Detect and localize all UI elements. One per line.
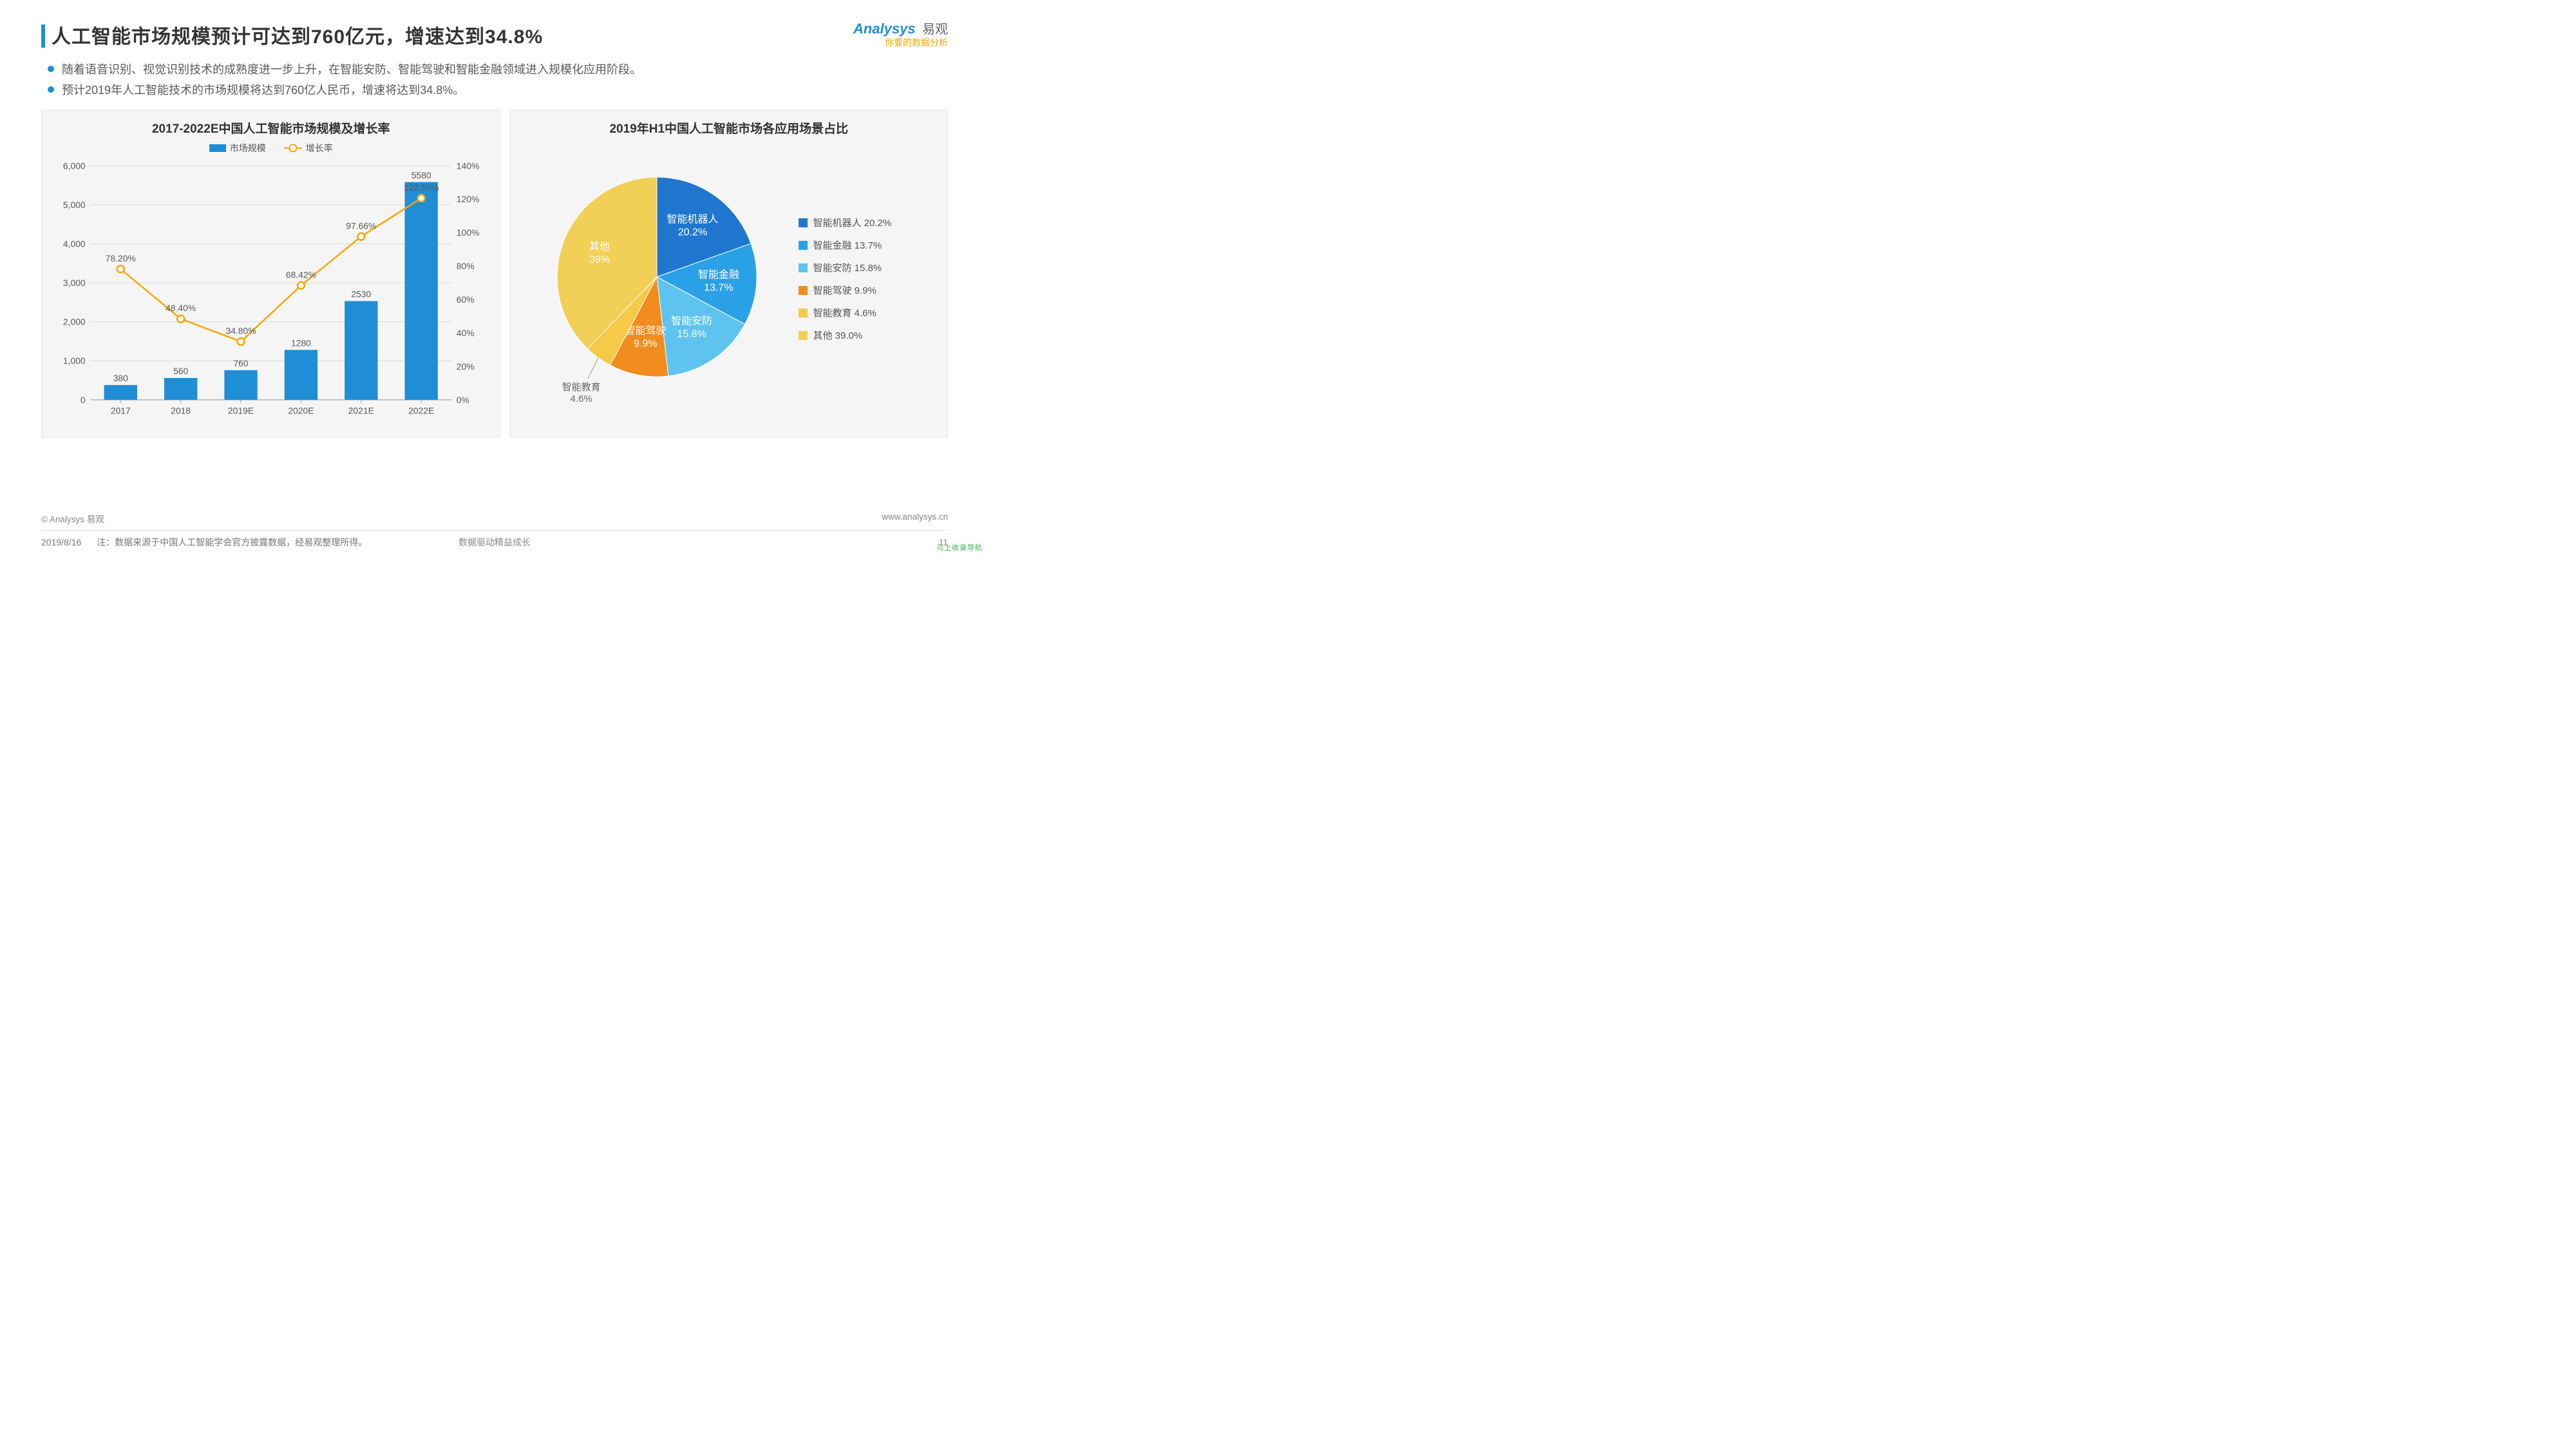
svg-text:智能机器人: 智能机器人 (667, 214, 719, 225)
pie-chart-panel: 2019年H1中国人工智能市场各应用场景占比 智能机器人 20.2% 智能金融 13.… (509, 109, 948, 438)
bullet-dot-icon (48, 86, 54, 93)
svg-text:80%: 80% (457, 261, 475, 271)
svg-text:3,000: 3,000 (63, 278, 86, 288)
line-swatch-icon (284, 147, 302, 149)
bullet-text: 预计2019年人工智能技术的市场规模将达到760亿人民币，增速将达到34.8%。 (62, 81, 464, 98)
legend-label: 智能金融 13.7% (813, 238, 882, 252)
brand-logo: Analysys 易观 你要的数据分析 (853, 21, 948, 48)
svg-text:13.7%: 13.7% (705, 282, 734, 293)
svg-text:智能金融: 智能金融 (698, 269, 739, 280)
combo-legend: 市场规模 增长率 (48, 142, 493, 155)
pie-legend-item: 其他 39.0% (799, 328, 891, 342)
svg-text:2020E: 2020E (288, 406, 314, 416)
svg-text:78.20%: 78.20% (106, 253, 136, 263)
page-title: 人工智能市场规模预计可达到760亿元，增速达到34.8% (52, 21, 543, 49)
svg-text:34.80%: 34.80% (225, 326, 256, 336)
legend-bar-label: 市场规模 (230, 142, 266, 155)
legend-swatch-icon (799, 263, 808, 272)
legend-label: 智能教育 4.6% (813, 306, 876, 319)
combo-chart-panel: 2017-2022E中国人工智能市场规模及增长率 市场规模 增长率 0 1,000… (41, 109, 500, 438)
watermark: 马上收录导航 (936, 542, 983, 553)
pie-chart-svg: 智能机器人 20.2% 智能金融 13.7% 智能安防15.8% 智能驾驶 9.9% 其他 39… (528, 148, 786, 419)
svg-text:380: 380 (113, 373, 128, 383)
svg-text:20%: 20% (457, 361, 475, 372)
pie-chart-title: 2019年H1中国人工智能市场各应用场景占比 (516, 119, 941, 137)
svg-text:2022E: 2022E (408, 406, 434, 416)
svg-text:9.9%: 9.9% (634, 338, 657, 349)
title-marker (41, 24, 45, 48)
legend-swatch-icon (799, 331, 808, 340)
pie-legend-item: 智能驾驶 9.9% (799, 283, 891, 297)
footer-tagline: 数据驱动精益成长 (459, 536, 531, 549)
logo-cn: 易观 (922, 22, 948, 37)
svg-text:5580: 5580 (412, 170, 431, 180)
svg-text:5,000: 5,000 (63, 200, 86, 210)
svg-text:68.42%: 68.42% (286, 269, 316, 279)
bullet-dot-icon (48, 66, 54, 72)
legend-swatch-icon (799, 241, 808, 250)
copyright: © Analysys 易观 (41, 512, 104, 525)
legend-label: 智能机器人 20.2% (813, 216, 891, 229)
bullet-list: 随着语音识别、视觉识别技术的成熟度进一步上升，在智能安防、智能驾驶和智能金融领域… (48, 61, 948, 98)
svg-text:其他: 其他 (589, 241, 610, 252)
svg-text:2018: 2018 (171, 406, 191, 416)
svg-text:97.66%: 97.66% (346, 220, 376, 231)
svg-text:智能教育: 智能教育 (562, 381, 601, 393)
svg-text:4.6%: 4.6% (571, 393, 592, 404)
header: 人工智能市场规模预计可达到760亿元，增速达到34.8% Analysys 易观… (41, 21, 948, 49)
svg-text:120%: 120% (457, 194, 480, 204)
legend-swatch-icon (799, 218, 808, 227)
logo-sub: 你要的数据分析 (853, 37, 948, 48)
legend-label: 其他 39.0% (813, 328, 862, 342)
pie-legend-item: 智能金融 13.7% (799, 238, 891, 252)
svg-text:2019E: 2019E (228, 406, 254, 416)
legend-label: 智能驾驶 9.9% (813, 283, 876, 297)
svg-text:6,000: 6,000 (63, 160, 86, 171)
svg-text:2021E: 2021E (348, 406, 374, 416)
svg-text:2530: 2530 (351, 289, 371, 299)
svg-text:2017: 2017 (111, 406, 131, 416)
combo-chart-svg: 0 1,000 2,000 3,000 4,000 5,000 6,000 0% 20% 40% 6… (53, 158, 488, 422)
svg-text:智能驾驶: 智能驾驶 (625, 325, 667, 336)
legend-label: 智能安防 15.8% (813, 261, 882, 274)
svg-text:140%: 140% (457, 160, 480, 171)
legend-swatch-icon (799, 308, 808, 317)
svg-text:智能安防: 智能安防 (671, 315, 712, 327)
svg-text:760: 760 (233, 358, 248, 368)
svg-text:100%: 100% (457, 227, 480, 238)
svg-text:40%: 40% (457, 328, 475, 338)
logo-main: Analysys (853, 21, 916, 37)
svg-text:15.8%: 15.8% (677, 328, 706, 339)
footer-note: 注：数据来源于中国人工智能学会官方披露数据，经易观整理所得。 (97, 536, 367, 549)
footer-date: 2019/8/16 (41, 537, 81, 547)
svg-text:4,000: 4,000 (63, 238, 86, 249)
svg-text:48.40%: 48.40% (166, 303, 196, 313)
footer: © Analysys 易观 www.analysys.cn 2019/8/16 … (41, 504, 948, 549)
legend-swatch-icon (799, 286, 808, 295)
bullet-item: 预计2019年人工智能技术的市场规模将达到760亿人民币，增速将达到34.8%。 (48, 81, 948, 98)
bar-swatch-icon (209, 144, 226, 152)
pie-legend-item: 智能机器人 20.2% (799, 216, 891, 229)
svg-text:560: 560 (173, 366, 188, 376)
svg-text:0: 0 (80, 395, 86, 405)
svg-text:1,000: 1,000 (63, 355, 86, 366)
pie-legend-item: 智能教育 4.6% (799, 306, 891, 319)
svg-text:0%: 0% (457, 395, 469, 405)
bullet-text: 随着语音识别、视觉识别技术的成熟度进一步上升，在智能安防、智能驾驶和智能金融领域… (62, 61, 641, 77)
pie-legend: 智能机器人 20.2% 智能金融 13.7% 智能安防 15.8% 智能驾驶 9… (799, 216, 891, 351)
pie-legend-item: 智能安防 15.8% (799, 261, 891, 274)
svg-text:1280: 1280 (291, 337, 311, 348)
svg-text:120.55%: 120.55% (404, 182, 439, 193)
website-url: www.analysys.cn (882, 512, 948, 525)
combo-chart-title: 2017-2022E中国人工智能市场规模及增长率 (48, 119, 493, 137)
legend-line-label: 增长率 (306, 142, 333, 155)
svg-text:2,000: 2,000 (63, 317, 86, 327)
bullet-item: 随着语音识别、视觉识别技术的成熟度进一步上升，在智能安防、智能驾驶和智能金融领域… (48, 61, 948, 77)
svg-text:20.2%: 20.2% (678, 227, 707, 238)
svg-text:60%: 60% (457, 294, 475, 305)
svg-text:39%: 39% (589, 254, 610, 265)
